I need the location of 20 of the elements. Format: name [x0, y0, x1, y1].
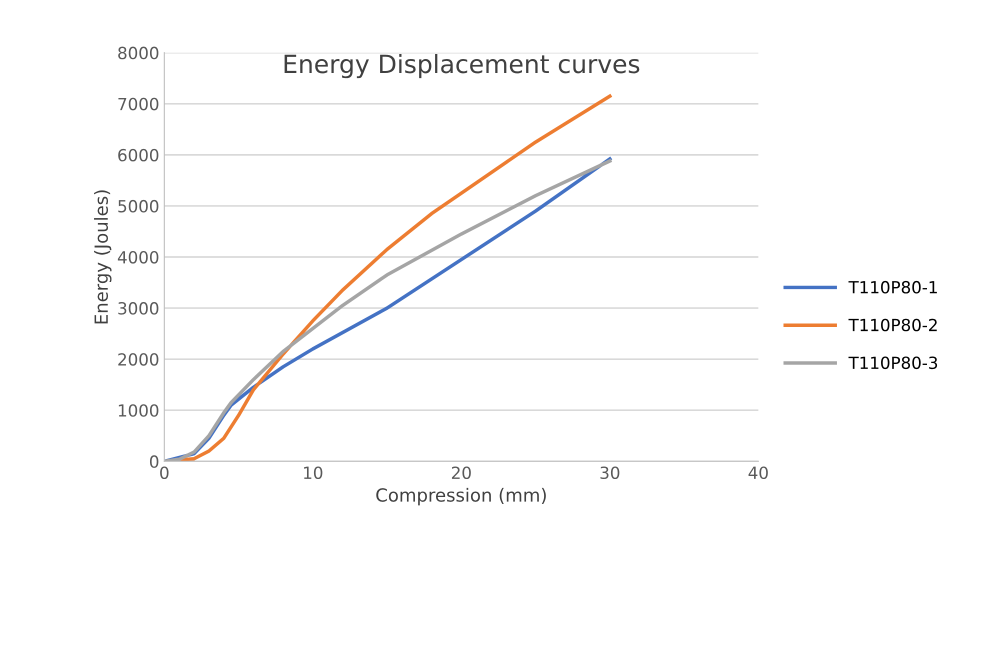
x-tick-label: 30: [600, 466, 620, 480]
legend-label: T110P80-3: [848, 356, 938, 370]
legend-label: T110P80-2: [848, 318, 937, 332]
y-tick-label: 0: [150, 455, 158, 468]
y-tick-label: 6000: [118, 148, 158, 162]
y-tick-label: 2000: [118, 353, 158, 366]
x-tick-label: 40: [748, 466, 768, 480]
x-tick-label: 20: [452, 466, 471, 480]
y-axis-title: Energy (Joules): [94, 190, 112, 324]
x-axis-title: Compression (mm): [376, 488, 546, 506]
y-tick-label: 7000: [118, 98, 158, 110]
y-tick-label: 5000: [118, 200, 158, 213]
y-tick-label: 8000: [118, 46, 158, 60]
x-tick-label: 0: [160, 466, 169, 480]
y-tick-label: 4000: [118, 250, 158, 264]
y-tick-label: 1000: [118, 404, 158, 417]
y-tick-label: 3000: [118, 302, 158, 315]
chart-title: Energy Displacement curves: [284, 54, 640, 78]
x-tick-label: 10: [304, 466, 322, 480]
legend-label: T110P80-1: [848, 280, 937, 294]
